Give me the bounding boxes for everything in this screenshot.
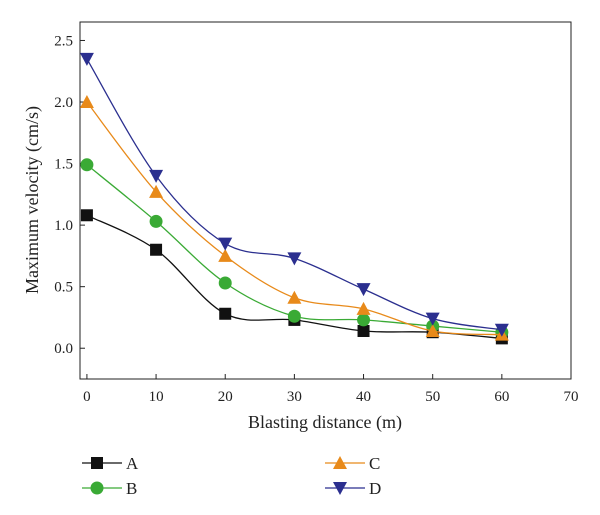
series-line (86, 164, 502, 333)
legend-marker (333, 482, 347, 495)
x-tick-label: 70 (564, 389, 579, 405)
data-point (425, 323, 440, 337)
legend-label: D (369, 479, 381, 498)
legend-item-a: A (82, 454, 139, 473)
y-axis-title: Maximum velocity (cm/s) (22, 106, 43, 294)
data-point (80, 209, 93, 222)
data-point (357, 324, 370, 337)
series-layer (79, 52, 509, 345)
y-tick-label: 2.0 (54, 95, 73, 111)
y-tick-label: 2.5 (54, 33, 73, 49)
x-tick-label: 60 (494, 389, 509, 405)
x-axis-ticks: 0 10 20 30 40 50 60 70 (83, 374, 579, 405)
data-point (150, 243, 163, 256)
data-point (79, 95, 94, 109)
y-axis-ticks: 0.0 0.5 1.0 1.5 2.0 2.5 (54, 33, 85, 357)
data-point (149, 184, 164, 198)
legend-marker (91, 457, 103, 469)
data-point (356, 301, 371, 315)
x-tick-label: 30 (287, 389, 302, 405)
y-tick-label: 1.5 (54, 157, 73, 173)
legend-marker (333, 456, 347, 469)
x-tick-label: 40 (356, 389, 371, 405)
series-a (80, 209, 508, 345)
data-point (219, 307, 232, 320)
x-tick-label: 50 (425, 389, 440, 405)
x-tick-label: 20 (218, 389, 233, 405)
legend-label: A (126, 454, 139, 473)
data-point (357, 313, 371, 327)
legend-marker (90, 481, 104, 495)
plot-frame (79, 21, 572, 380)
series-line (86, 58, 502, 331)
data-point (287, 252, 302, 266)
legend-label: C (369, 454, 380, 473)
data-point (218, 237, 233, 251)
data-point (149, 214, 163, 228)
data-point (287, 290, 302, 304)
y-tick-label: 0.0 (54, 341, 73, 357)
legend-item-d: D (325, 479, 381, 498)
y-tick-label: 1.0 (54, 218, 73, 234)
series-d (79, 52, 509, 337)
data-point (149, 169, 164, 183)
data-point (356, 283, 371, 297)
x-axis-title: Blasting distance (m) (248, 412, 402, 433)
data-point (80, 158, 94, 172)
legend-item-b: B (82, 479, 137, 498)
data-point (494, 323, 509, 337)
data-point (425, 312, 440, 326)
legend-item-c: C (325, 454, 380, 473)
legend: AB CD (82, 454, 381, 498)
series-b (80, 158, 509, 339)
data-point (218, 276, 232, 290)
x-tick-label: 10 (149, 389, 164, 405)
data-point (79, 52, 94, 66)
x-tick-label: 0 (83, 389, 91, 405)
series-c (79, 95, 509, 341)
data-point (287, 309, 301, 323)
data-point (218, 248, 233, 262)
y-tick-label: 0.5 (54, 280, 73, 296)
legend-label: B (126, 479, 137, 498)
